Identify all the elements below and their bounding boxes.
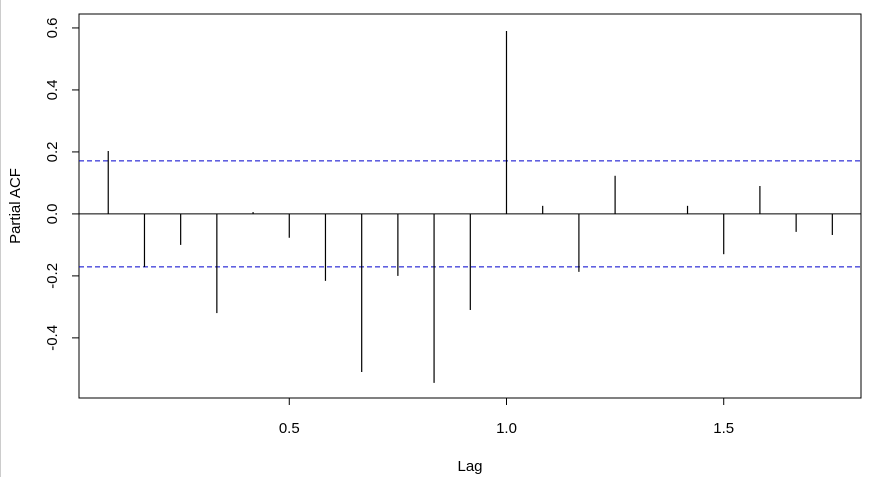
x-tick-label: 0.5: [279, 420, 300, 437]
plot-box: [78, 13, 862, 399]
x-axis-label: Lag: [457, 458, 482, 475]
x-tick-label: 1.0: [496, 420, 517, 437]
y-tick-label: 0.4: [44, 80, 61, 101]
y-axis-label: Partial ACF: [7, 168, 24, 244]
y-tick-label: 0.2: [44, 141, 61, 162]
y-tick-label: 0.0: [44, 203, 61, 224]
x-tick-label: 1.5: [713, 420, 734, 437]
y-tick-label: -0.2: [44, 263, 61, 289]
y-tick-label: 0.6: [44, 18, 61, 39]
y-tick-label: -0.4: [44, 325, 61, 351]
